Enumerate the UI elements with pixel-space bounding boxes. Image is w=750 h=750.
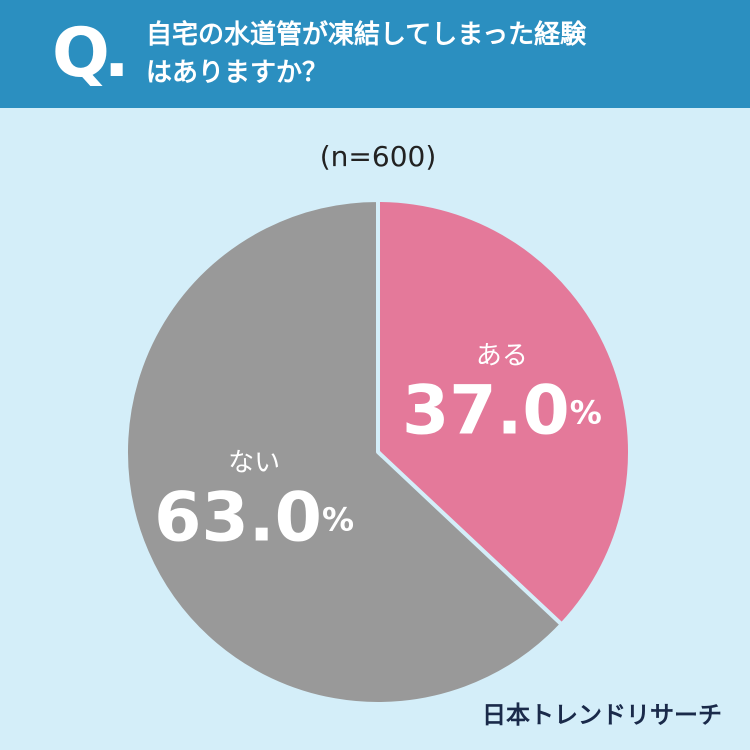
chart-title: 自宅の水道管が凍結してしまった経験はありますか？: [146, 20, 587, 88]
question-badge: Q.: [52, 14, 130, 93]
pie-slice: [124, 198, 564, 706]
chart-subtitle: (n=600): [320, 140, 437, 173]
pie-slice: [376, 198, 632, 627]
slice-value-label: 37.0%: [402, 371, 602, 450]
slice-category: ある: [476, 341, 528, 371]
slice-category: ない: [228, 448, 280, 478]
header: Q. 自宅の水道管が凍結してしまった経験はありますか？: [0, 0, 750, 108]
source: 日本トレンドリサーチ: [482, 701, 722, 729]
slice-value-label: 63.0%: [154, 478, 354, 557]
